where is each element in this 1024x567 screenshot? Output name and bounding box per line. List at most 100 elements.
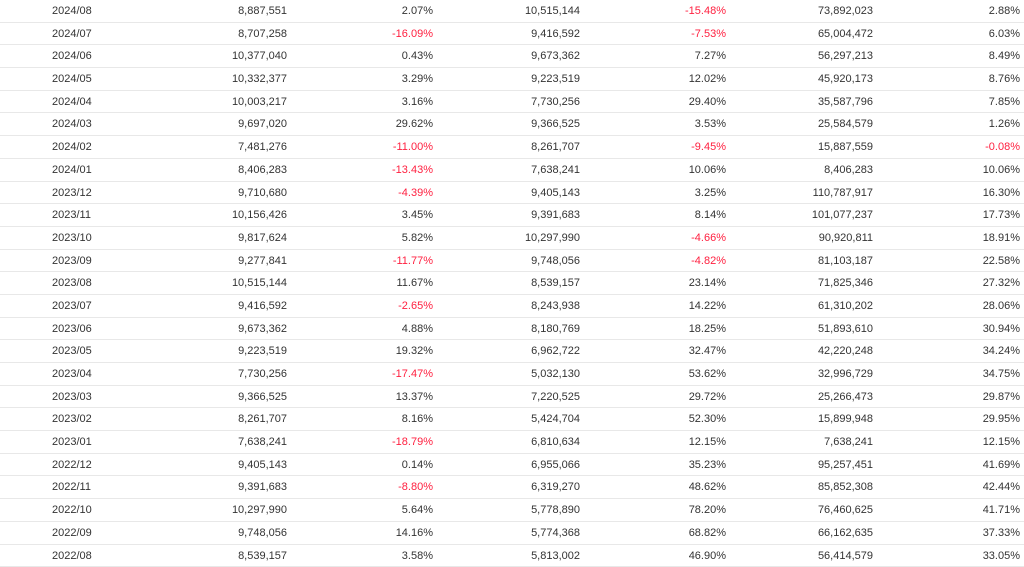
cumulative-value-cell: 73,892,023 [817, 5, 873, 17]
table-row: 2023/02 8,261,707 8.16% 5,424,704 52.30% 15,8… [0, 408, 1024, 432]
month-cell: 2023/12 [52, 186, 92, 199]
mom-change-cell: -11.77% [392, 254, 433, 267]
yoy-change-cell: 78.20% [688, 504, 726, 517]
cumulative-value-cell: 32,996,729 [817, 368, 873, 380]
prior-year-value-cell: 8,539,157 [531, 277, 580, 290]
cumulative-change-cell: 33.05% [982, 549, 1020, 562]
value-cell: 7,638,241 [238, 436, 287, 449]
cumulative-value-cell: 25,266,473 [817, 390, 873, 403]
value-cell: 7,481,276 [238, 141, 287, 154]
value-cell: 9,277,841 [238, 254, 287, 267]
prior-year-value-cell: 8,261,707 [531, 141, 580, 154]
table-row: 2023/05 9,223,519 19.32% 6,962,722 32.47% 42,… [0, 340, 1024, 363]
month-cell: 2022/11 [52, 481, 91, 494]
month-cell: 2024/06 [52, 50, 92, 63]
prior-year-value-cell: 9,673,362 [531, 50, 580, 63]
table-row: 2024/04 10,003,217 3.16% 7,730,256 29.40% 35,… [0, 91, 1024, 114]
value-cell: 9,223,519 [238, 345, 287, 358]
mom-change-cell: 14.16% [395, 526, 433, 539]
table-row: 2023/07 9,416,592 -2.65% 8,243,938 14.22% 61,… [0, 295, 1024, 318]
prior-year-value-cell: 9,391,683 [531, 209, 580, 222]
yoy-change-cell: 14.22% [688, 299, 726, 312]
mom-change-cell: -2.65% [398, 299, 433, 312]
prior-year-value-cell: 9,223,519 [531, 73, 580, 86]
yoy-change-cell: 7.27% [694, 50, 726, 63]
table-row: 2022/11 9,391,683 -8.80% 6,319,270 48.62% 85,… [0, 476, 1024, 500]
cumulative-change-cell: 28.06% [982, 299, 1020, 312]
cumulative-change-cell: 27.32% [982, 277, 1020, 290]
month-cell: 2023/01 [52, 436, 92, 449]
value-cell: 10,332,377 [231, 73, 287, 86]
prior-year-value-cell: 7,638,241 [531, 163, 580, 176]
prior-year-value-cell: 9,405,143 [531, 186, 580, 199]
mom-change-cell: 3.29% [401, 73, 433, 86]
month-cell: 2024/02 [52, 141, 92, 154]
prior-year-value-cell: 5,774,368 [531, 526, 580, 539]
mom-change-cell: 8.16% [401, 413, 433, 426]
month-cell: 2023/10 [52, 231, 92, 244]
cumulative-value-cell: 110,787,917 [812, 186, 873, 199]
mom-change-cell: -16.09% [392, 27, 433, 40]
cumulative-value-cell: 56,414,579 [817, 549, 873, 562]
cumulative-value-cell: 61,310,202 [817, 299, 873, 312]
cumulative-change-cell: 37.33% [982, 526, 1020, 539]
yoy-change-cell: 3.53% [694, 118, 726, 131]
yoy-change-cell: 53.62% [688, 368, 726, 380]
value-cell: 10,297,990 [231, 504, 287, 517]
table-row: 2023/09 9,277,841 -11.77% 9,748,056 -4.82% 81… [0, 250, 1024, 273]
value-cell: 10,377,040 [231, 50, 287, 63]
month-cell: 2023/11 [52, 209, 91, 222]
cumulative-change-cell: 7.85% [988, 95, 1020, 108]
prior-year-value-cell: 6,962,722 [531, 345, 580, 358]
cumulative-value-cell: 95,257,451 [817, 458, 873, 471]
prior-year-value-cell: 9,748,056 [531, 254, 580, 267]
cumulative-change-cell: 41.69% [982, 458, 1020, 471]
mom-change-cell: 0.14% [401, 458, 433, 471]
month-cell: 2024/05 [52, 73, 92, 86]
value-cell: 9,817,624 [238, 231, 287, 244]
cumulative-change-cell: 16.30% [982, 186, 1020, 199]
cumulative-value-cell: 76,460,625 [817, 504, 873, 517]
prior-year-value-cell: 7,730,256 [531, 95, 580, 108]
cumulative-change-cell: 30.94% [982, 322, 1020, 335]
cumulative-value-cell: 15,899,948 [817, 413, 873, 426]
cumulative-value-cell: 56,297,213 [817, 50, 873, 63]
month-cell: 2023/06 [52, 322, 92, 335]
table-row: 2022/08 8,539,157 3.58% 5,813,002 46.90% 56,4… [0, 545, 1024, 567]
value-cell: 8,261,707 [238, 413, 287, 426]
value-cell: 10,003,217 [231, 95, 287, 108]
mom-change-cell: 29.62% [395, 118, 433, 131]
cumulative-change-cell: 12.15% [982, 436, 1020, 449]
month-cell: 2024/04 [52, 95, 92, 108]
cumulative-value-cell: 7,638,241 [824, 436, 873, 449]
table-row: 2024/01 8,406,283 -13.43% 7,638,241 10.06% 8,… [0, 159, 1024, 182]
yoy-change-cell: 3.25% [694, 186, 726, 199]
cumulative-change-cell: -0.08% [985, 141, 1020, 154]
mom-change-cell: 11.67% [396, 277, 434, 290]
prior-year-value-cell: 9,416,592 [531, 27, 580, 40]
yoy-change-cell: -4.82% [691, 254, 726, 267]
mom-change-cell: 19.32% [395, 345, 433, 358]
prior-year-value-cell: 5,778,890 [531, 504, 580, 517]
month-cell: 2023/04 [52, 368, 92, 380]
value-cell: 9,673,362 [238, 322, 287, 335]
month-cell: 2023/08 [52, 277, 92, 290]
yoy-change-cell: 29.72% [688, 390, 726, 403]
table-row: 2023/10 9,817,624 5.82% 10,297,990 -4.66% 90,… [0, 227, 1024, 250]
month-cell: 2022/09 [52, 526, 92, 539]
prior-year-value-cell: 5,032,130 [531, 368, 580, 380]
prior-year-value-cell: 10,515,144 [524, 5, 580, 17]
mom-change-cell: 0.43% [401, 50, 433, 63]
value-cell: 10,515,144 [231, 277, 287, 290]
mom-change-cell: 3.45% [401, 209, 433, 222]
value-cell: 8,406,283 [238, 163, 287, 176]
table-row: 2023/06 9,673,362 4.88% 8,180,769 18.25% 51,8… [0, 318, 1024, 341]
cumulative-value-cell: 81,103,187 [817, 254, 873, 267]
table-row: 2024/05 10,332,377 3.29% 9,223,519 12.02% 45,… [0, 68, 1024, 91]
mom-change-cell: 13.37% [395, 390, 433, 403]
cumulative-value-cell: 8,406,283 [824, 163, 873, 176]
table-row: 2022/09 9,748,056 14.16% 5,774,368 68.82% 66,… [0, 522, 1024, 545]
yoy-change-cell: 18.25% [688, 322, 726, 335]
prior-year-value-cell: 8,243,938 [531, 299, 580, 312]
mom-change-cell: 5.64% [401, 504, 433, 517]
